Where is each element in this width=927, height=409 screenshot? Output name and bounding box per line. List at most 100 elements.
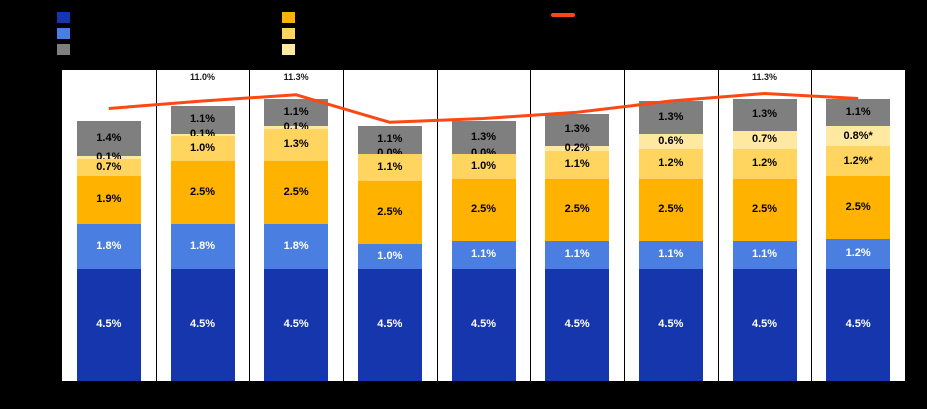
segment-label: 2.5%: [658, 203, 684, 216]
segment-label: 1.1%: [377, 133, 403, 146]
bar-segment-pale-amber: 0.2%: [545, 143, 610, 154]
segment-label: 4.5%: [283, 318, 309, 331]
segment-label: 4.5%: [377, 318, 403, 331]
bar-segment-light-amber: 1.1%: [545, 151, 610, 179]
segment-label: 0.1%: [189, 128, 216, 141]
segment-label: 0.0%: [377, 148, 402, 159]
bar-group: 1.3% 0.6% 1.2% 2.5% 1.1% 4.5%: [638, 101, 703, 381]
gridline-vertical: [249, 70, 250, 381]
bar-segment-gray: 1.3%: [732, 98, 797, 131]
segment-label: 0.1%: [96, 150, 122, 163]
segment-label: 2.5%: [564, 203, 590, 216]
segment-label: 1.1%: [283, 105, 309, 118]
gridline-vertical: [343, 70, 344, 381]
bar-segment-medium-blue: 1.8%: [76, 223, 141, 269]
bar-segment-gray: 1.1%: [357, 126, 422, 154]
bar-segment-medium-blue: 1.1%: [732, 241, 797, 269]
bar-group: 1.4% 0.1% 0.7% 1.9% 1.8% 4.5%: [76, 121, 141, 381]
bar-segment-light-amber: 1.3%: [264, 128, 329, 161]
segment-label: 0.7%: [96, 160, 122, 173]
segment-label: 0.8%*: [843, 129, 873, 142]
legend-swatch-medium-blue: [57, 28, 70, 39]
bar-group: 1.1% 0.1% 1.3% 2.5% 1.8% 4.5%: [264, 98, 329, 381]
segment-label: 1.2%*: [843, 154, 873, 167]
segment-label: 1.1%: [751, 248, 778, 261]
segment-label: 1.3%: [283, 138, 309, 151]
total-line: [108, 92, 859, 124]
segment-label: 4.5%: [96, 318, 122, 331]
bar-segment-dark-blue: 4.5%: [357, 268, 422, 381]
bar-segment-pale-amber: 0.8%*: [826, 126, 891, 146]
segment-label: 1.9%: [96, 193, 122, 206]
bar-segment-medium-blue: 1.1%: [451, 241, 516, 269]
segment-label: 1.1%: [189, 113, 216, 126]
segment-label: 1.2%: [751, 157, 778, 169]
bar-segment-dark-blue: 4.5%: [451, 268, 516, 381]
segment-label: 2.5%: [470, 203, 497, 216]
segment-label: 0.0%: [471, 148, 496, 159]
bar-segment-dark-blue: 4.5%: [545, 268, 610, 381]
bar-segment-medium-blue: 1.1%: [638, 241, 703, 269]
segment-label: 4.5%: [751, 318, 778, 331]
gridline-vertical: [437, 70, 438, 381]
bar-segment-dark-blue: 4.5%: [826, 268, 891, 381]
bar-segment-pale-amber: 0.1%: [264, 121, 329, 132]
segment-label: 2.5%: [189, 185, 216, 198]
gridline-vertical: [624, 70, 625, 381]
bar-segment-pale-amber: 0.1%: [76, 151, 141, 162]
bar-segment-dark-blue: 4.5%: [76, 268, 141, 381]
segment-label: 4.5%: [189, 318, 216, 331]
bar-segment-orange: 2.5%: [451, 178, 516, 241]
plot-area: 1.4% 0.1% 0.7% 1.9% 1.8% 4.5% 1.1% 0.1% 1.0% 2.5%…: [62, 70, 905, 381]
segment-label: 1.1%: [845, 105, 871, 118]
segment-label: 1.3%: [470, 130, 497, 143]
gridline-vertical: [156, 70, 157, 381]
bar-segment-light-amber: 1.0%: [170, 136, 235, 161]
segment-label: 1.1%: [658, 248, 684, 261]
segment-label: 1.2%: [845, 247, 871, 259]
segment-label: 4.5%: [845, 318, 871, 331]
bar-segment-pale-amber: 0.6%: [638, 133, 703, 149]
bar-segment-gray: 1.3%: [451, 121, 516, 154]
legend-swatch-total-line: [551, 13, 575, 17]
segment-label: 2.5%: [283, 185, 309, 198]
segment-label: 4.5%: [564, 318, 590, 331]
legend-swatch-dark-blue: [57, 12, 70, 23]
bar-segment-medium-blue: 1.0%: [357, 243, 422, 269]
segment-label: 1.4%: [96, 132, 122, 144]
segment-label: 1.0%: [470, 159, 497, 172]
legend-swatch-orange: [282, 12, 295, 23]
segment-label: 2.5%: [751, 203, 778, 216]
bar-group: 1.1% 0.1% 1.0% 2.5% 1.8% 4.5%: [170, 106, 235, 381]
line-point-label: 11.0%: [189, 72, 216, 82]
legend-swatch-gray: [57, 44, 70, 55]
bar-segment-light-amber: 1.0%: [451, 153, 516, 179]
bar-segment-light-amber: 0.7%: [76, 158, 141, 176]
segment-label: 2.5%: [845, 200, 871, 213]
gridline-vertical: [530, 70, 531, 381]
bar-segment-orange: 2.5%: [638, 178, 703, 241]
gridline-vertical: [718, 70, 719, 381]
segment-label: 1.8%: [189, 239, 216, 252]
segment-label: 1.3%: [658, 110, 684, 123]
bar-segment-gray: 1.3%: [545, 113, 610, 146]
bar-segment-gray: 1.4%: [76, 121, 141, 156]
bar-segment-dark-blue: 4.5%: [264, 268, 329, 381]
bar-group: 1.1% 0.8%* 1.2%* 2.5% 1.2% 4.5%: [826, 98, 891, 381]
bar-segment-medium-blue: 1.2%: [826, 238, 891, 269]
bar-group: 1.3% 0.7% 1.2% 2.5% 1.1% 4.5%: [732, 98, 797, 381]
bar-segment-gray: 1.1%: [170, 106, 235, 134]
total-line-layer: [108, 92, 859, 124]
bar-segment-light-amber: 1.2%: [638, 148, 703, 179]
bar-segment-gray: 1.1%: [264, 98, 329, 126]
bar-group: 1.3% 0.0%1.0% 2.5% 1.1% 4.5%: [451, 121, 516, 381]
line-point-label: 11.3%: [283, 72, 309, 82]
segment-label: 1.8%: [283, 239, 309, 252]
bar-segment-light-amber: 1.2%: [732, 148, 797, 179]
segment-label: 1.0%: [189, 142, 216, 154]
bar-segment-gray: 1.1%: [826, 98, 891, 126]
segment-label: 4.5%: [658, 318, 684, 331]
bar-segment-dark-blue: 4.5%: [170, 268, 235, 381]
bar-segment-gray: 1.3%: [638, 101, 703, 134]
